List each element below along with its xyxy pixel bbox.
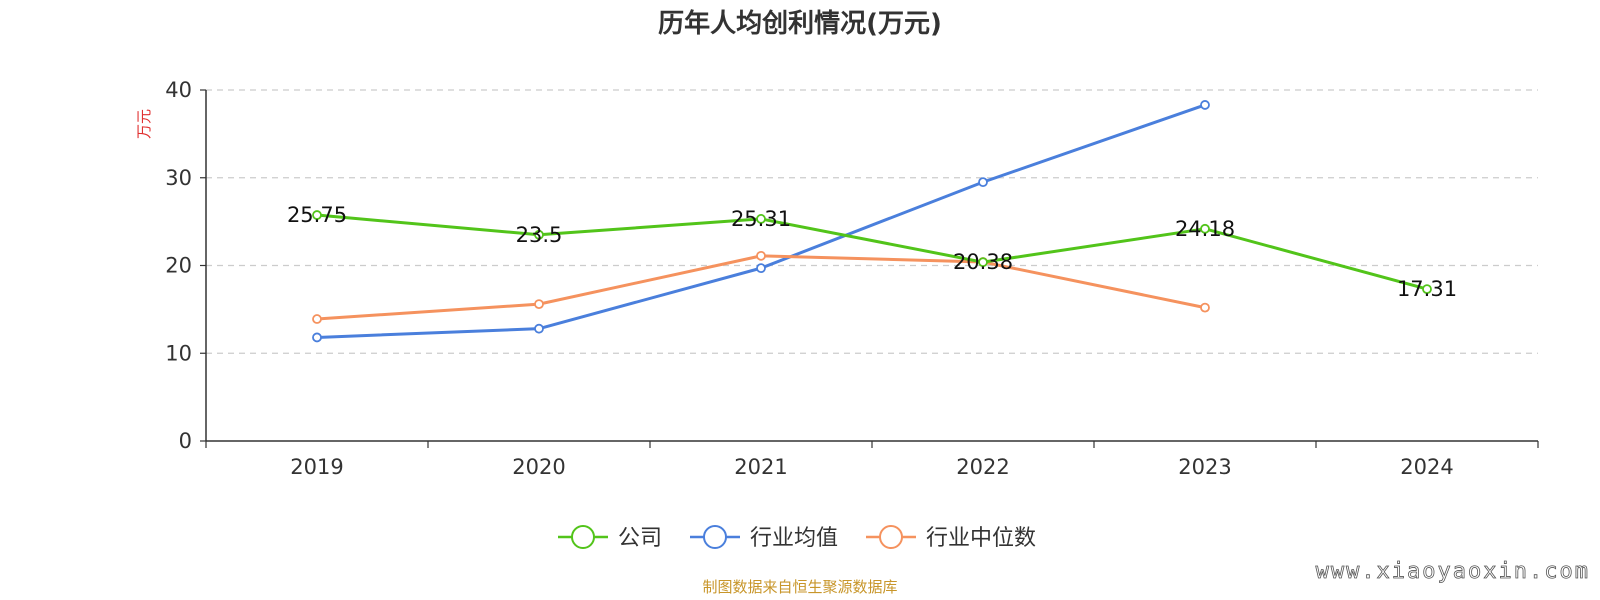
x-tick-label: 2021 [734, 455, 787, 479]
watermark: www.xiaoyaoxin.com [1316, 559, 1590, 584]
source-note: 制图数据来自恒生聚源数据库 [702, 578, 897, 596]
data-point [1422, 284, 1432, 295]
data-label: 17.31 [1397, 277, 1457, 301]
x-tick-label: 2020 [512, 455, 565, 479]
legend-item[interactable]: 行业中位数 [866, 525, 1036, 551]
legend-item[interactable]: 行业均值 [690, 525, 838, 551]
data-point [978, 177, 988, 188]
data-point [534, 299, 544, 310]
legend-marker [703, 525, 727, 549]
data-labels: 25.75 23.5 25.31 20.38 24.18 17.31 [287, 203, 1457, 301]
data-point [756, 250, 766, 261]
legend[interactable]: 公司 行业均值 行业中位数 [558, 525, 1036, 551]
x-tick-label: 2022 [956, 455, 1009, 479]
series-line-0 [316, 213, 1428, 291]
data-label: 25.75 [287, 203, 347, 227]
y-tick-label: 40 [165, 78, 192, 102]
series-layer [312, 100, 1432, 343]
x-tick-label: 2024 [1400, 455, 1453, 479]
data-label: 20.38 [953, 250, 1013, 274]
data-point [534, 229, 544, 240]
chart-title: 历年人均创利情况(万元) [658, 8, 942, 39]
axes: 0 10 20 30 40 2019 2020 2021 2022 2023 2024 [165, 78, 1539, 479]
data-label: 23.5 [516, 223, 563, 247]
x-tick-label: 2019 [290, 455, 343, 479]
data-point [312, 314, 322, 324]
data-point [312, 332, 322, 343]
x-tick-label: 2023 [1178, 455, 1231, 479]
y-tick-label: 30 [165, 166, 192, 190]
data-point [1200, 223, 1210, 234]
data-point [1200, 100, 1210, 110]
y-axis-label: 万元 [135, 109, 153, 139]
legend-label: 行业均值 [750, 526, 838, 551]
data-point [312, 210, 322, 220]
data-point [978, 257, 988, 268]
data-point [756, 214, 766, 224]
data-point [1200, 302, 1210, 313]
y-tick-label: 10 [165, 341, 192, 365]
legend-item[interactable]: 公司 [558, 525, 662, 551]
data-point [756, 263, 766, 274]
y-tick-label: 0 [179, 429, 192, 453]
legend-label: 行业中位数 [926, 526, 1036, 551]
legend-marker [571, 525, 595, 549]
data-point [534, 323, 544, 334]
legend-label: 公司 [618, 526, 662, 551]
legend-marker [879, 525, 903, 549]
y-tick-label: 20 [165, 254, 192, 278]
grid-lines [206, 89, 1538, 354]
data-label: 24.18 [1175, 217, 1235, 241]
data-label: 25.31 [731, 207, 791, 231]
